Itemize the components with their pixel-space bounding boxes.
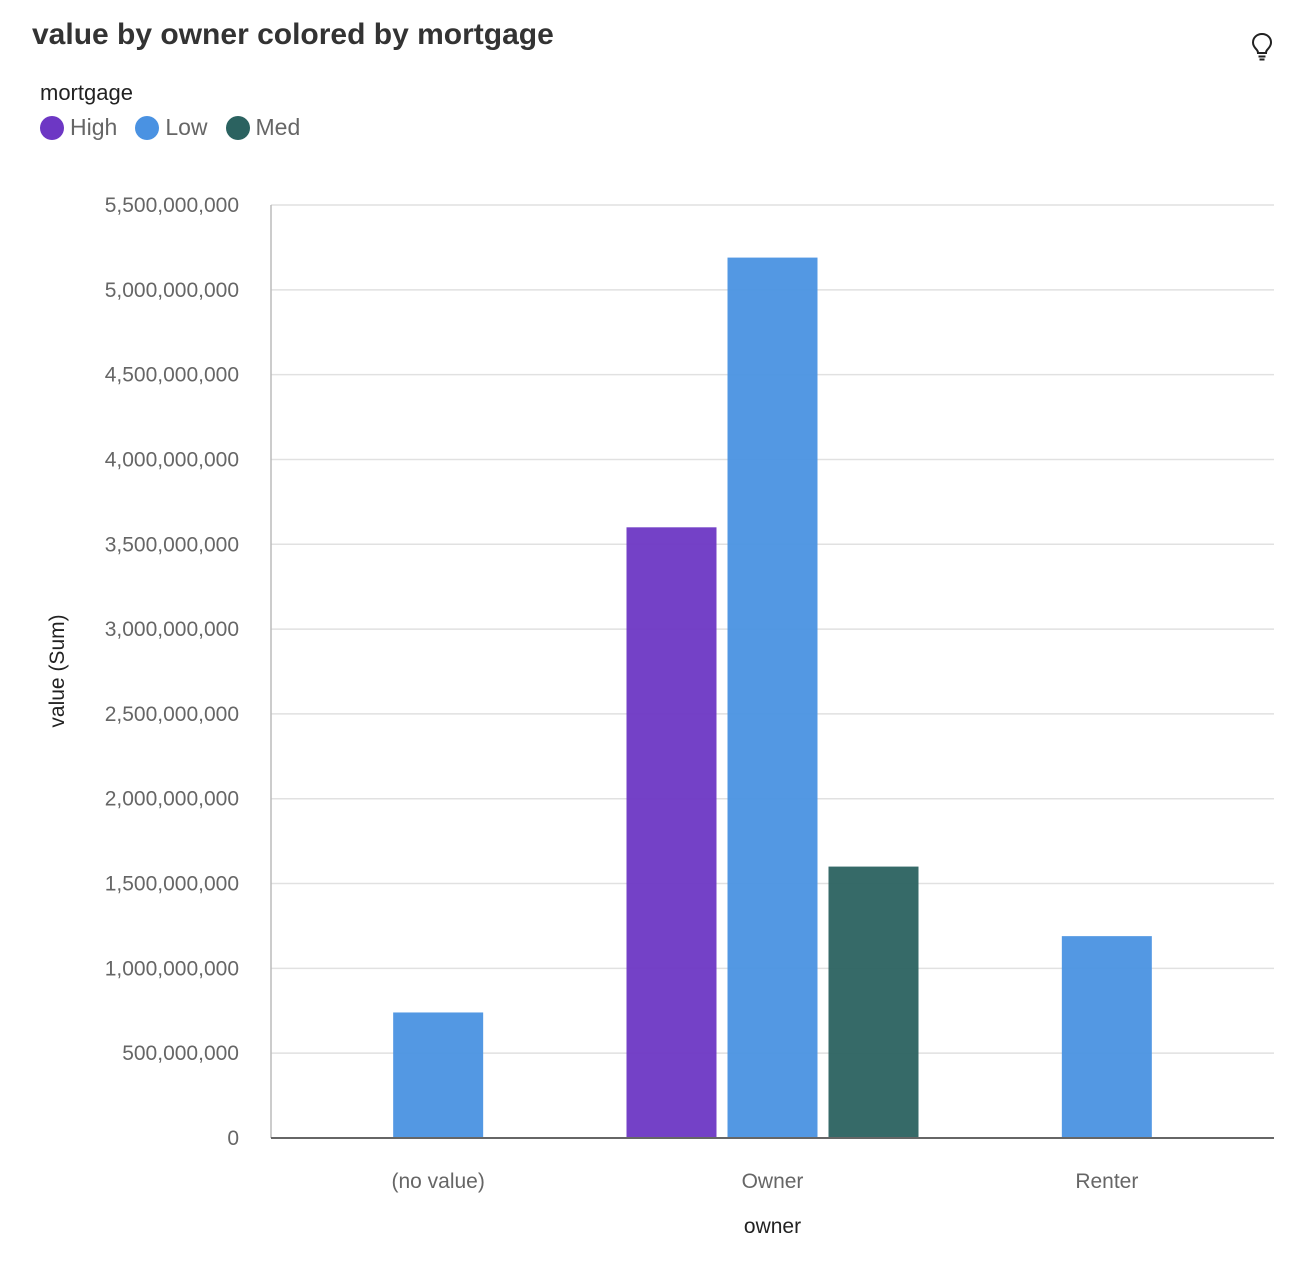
y-tick-label: 2,500,000,000 [105,703,239,726]
y-tick-label: 1,500,000,000 [105,873,239,896]
lightbulb-icon[interactable] [1244,28,1280,64]
legend-item-low[interactable]: Low [135,114,208,141]
legend-swatch [135,115,160,140]
y-tick-label: 3,000,000,000 [105,618,239,641]
bar-low-1[interactable] [727,257,818,1138]
bar-low-2[interactable] [1061,936,1152,1138]
y-tick-label: 4,500,000,000 [105,364,239,387]
y-tick-label: 1,000,000,000 [105,957,239,980]
x-axis-title: owner [744,1215,801,1238]
y-tick-label: 2,000,000,000 [105,788,239,811]
legend-swatch [225,115,250,140]
legend-label: Med [255,114,301,140]
y-axis-ticks: 0 500,000,000 1,000,000,000 1,500,000,000 2,… [105,194,239,1150]
y-axis-title: value (Sum) [46,614,69,727]
y-tick-label: 4,000,000,000 [105,448,239,471]
bar-low-0[interactable] [393,1012,484,1138]
bars [393,257,1152,1138]
legend-label: Low [165,114,208,140]
legend-items: High Low Med [40,114,318,141]
legend-swatch [40,115,64,140]
legend-title: mortgage [40,80,133,105]
axes [270,205,1274,1139]
bar-med-1[interactable] [828,866,919,1138]
legend: mortgage High Low Med [40,80,318,141]
chart-title: value by owner colored by mortgage [32,18,554,51]
bar-high-1[interactable] [626,527,717,1138]
y-tick-label: 0 [227,1127,239,1150]
y-tick-label: 5,000,000,000 [105,279,239,302]
x-tick-label: Renter [1075,1170,1138,1193]
x-tick-label: Owner [742,1170,804,1193]
legend-item-high[interactable]: High [40,114,117,141]
y-tick-label: 500,000,000 [122,1042,239,1065]
x-axis-ticks: (no value) Owner Renter [391,1170,1138,1193]
y-tick-label: 3,500,000,000 [105,533,239,556]
x-tick-label: (no value) [391,1170,484,1193]
y-tick-label: 5,500,000,000 [105,194,239,217]
legend-label: High [70,114,118,140]
legend-item-med[interactable]: Med [225,114,301,141]
